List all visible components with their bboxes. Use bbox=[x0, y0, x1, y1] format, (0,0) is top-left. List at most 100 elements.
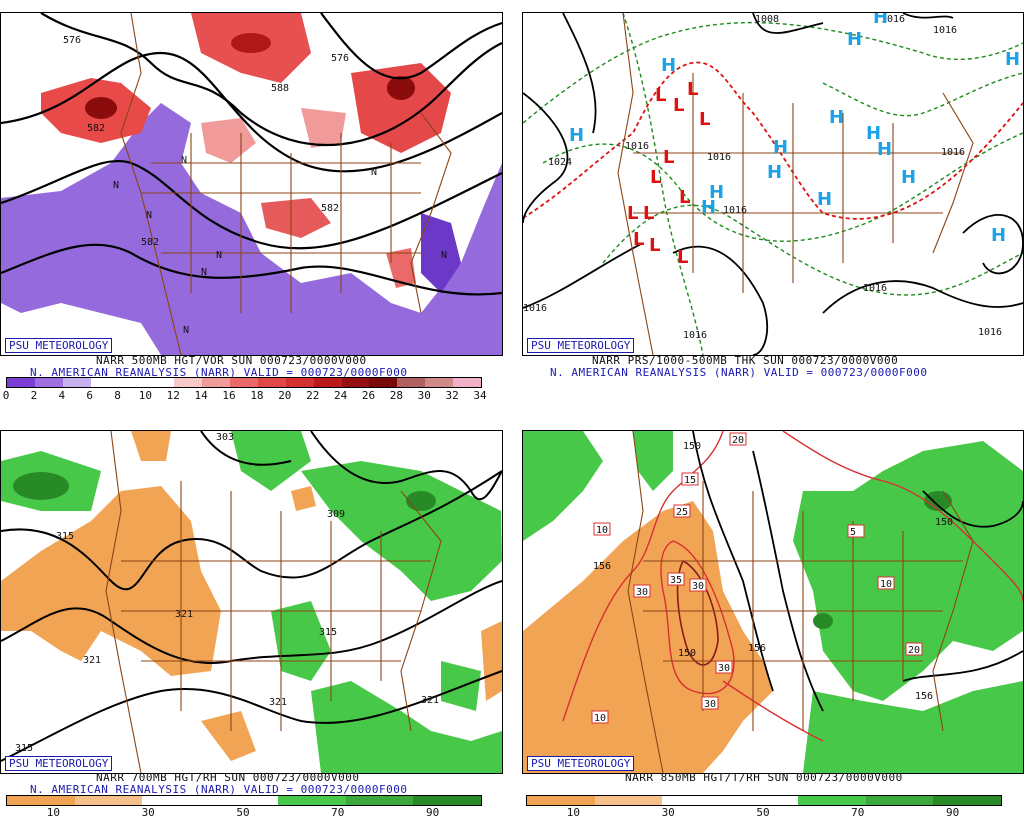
svg-text:30: 30 bbox=[718, 663, 730, 674]
isobar-label: 1016 bbox=[933, 25, 957, 36]
colorbar-swatch bbox=[527, 796, 595, 805]
temperature-label: 10 bbox=[591, 710, 609, 724]
low-pressure-symbol: L bbox=[673, 95, 684, 116]
high-pressure-symbol: H bbox=[661, 55, 676, 76]
contour-label: 321 bbox=[269, 697, 287, 708]
isobar-label: 1016 bbox=[941, 147, 965, 158]
vorticity-max bbox=[85, 97, 117, 119]
colorbar-ticks: 10 30 50 70 90 bbox=[6, 806, 480, 819]
colorbar-tick-label: 32 bbox=[445, 389, 459, 402]
colorbar-swatch bbox=[277, 796, 346, 805]
colorbar-swatch bbox=[7, 796, 75, 805]
psu-meteorology-label: PSU METEOROLOGY bbox=[527, 756, 635, 771]
political-borders bbox=[617, 13, 974, 355]
caption-line1: NARR 500MB HGT/VOR SUN 000723/0000V000 bbox=[96, 354, 367, 367]
height-label: 150 bbox=[683, 441, 701, 452]
vorticity-positive-area bbox=[351, 63, 451, 153]
colorbar-swatch bbox=[453, 378, 481, 387]
temperature-label: 25 bbox=[673, 504, 691, 518]
temperature-label: 10 bbox=[593, 522, 611, 536]
isobar-label: 1016 bbox=[625, 141, 649, 152]
rh-high bbox=[924, 491, 952, 511]
rh-moist-area bbox=[803, 681, 1023, 773]
temperature-label: 30 bbox=[633, 584, 651, 598]
high-pressure-symbol: H bbox=[1005, 49, 1020, 70]
rh-moist-area bbox=[633, 431, 673, 491]
svg-text:35: 35 bbox=[670, 575, 682, 586]
vorticity-positive-area bbox=[301, 108, 346, 148]
caption-line2: N. AMERICAN REANALYSIS (NARR) VALID = 00… bbox=[550, 366, 928, 379]
temperature-label: 30 bbox=[689, 578, 707, 592]
colorbar-swatch bbox=[210, 796, 278, 805]
colorbar-tick-label: 6 bbox=[86, 389, 93, 402]
colorbar-swatch bbox=[202, 378, 230, 387]
map-pressure: 1008 1016 1016 1024 1016 1016 1016 1016 … bbox=[522, 12, 1024, 356]
colorbar-tick-label: 24 bbox=[333, 389, 348, 402]
colorbar-swatch bbox=[174, 378, 203, 387]
colorbar-swatch bbox=[7, 378, 35, 387]
psu-meteorology-label: PSU METEOROLOGY bbox=[5, 756, 113, 771]
temperature-label: 30 bbox=[715, 660, 733, 674]
height-contours bbox=[1, 431, 502, 762]
thickness-540 bbox=[523, 61, 1023, 220]
rh-moist-area bbox=[311, 681, 502, 773]
colorbar-swatch bbox=[62, 378, 91, 387]
isobar-label: 1016 bbox=[881, 14, 905, 25]
isobar-label: 1016 bbox=[863, 283, 887, 294]
colorbar-swatch bbox=[285, 378, 314, 387]
colorbar-tick-label: 14 bbox=[194, 389, 208, 402]
height-contours bbox=[1, 13, 502, 296]
svg-text:25: 25 bbox=[676, 507, 688, 518]
contour-label: 588 bbox=[271, 83, 289, 94]
contour-label: 309 bbox=[327, 509, 345, 520]
map-850mb-canvas: 10 20 15 25 10 35 30 30 30 30 5 10 20 150 156 150 15… bbox=[523, 431, 1023, 773]
svg-text:20: 20 bbox=[908, 645, 920, 656]
rh-moist-area bbox=[301, 461, 502, 601]
isobar-label: 1016 bbox=[707, 152, 731, 163]
low-pressure-symbol: L bbox=[679, 187, 690, 208]
svg-text:10: 10 bbox=[594, 713, 606, 724]
colorbar-swatch bbox=[397, 378, 426, 387]
svg-text:30: 30 bbox=[636, 587, 648, 598]
rh-dry-area bbox=[291, 486, 316, 511]
isobar-label: 1008 bbox=[755, 14, 779, 25]
isobar-label: 1016 bbox=[683, 330, 707, 341]
colorbar-swatch bbox=[90, 378, 119, 387]
vorticity-marker: N bbox=[441, 250, 447, 261]
svg-text:10: 10 bbox=[880, 579, 892, 590]
map-pressure-canvas: 1008 1016 1016 1024 1016 1016 1016 1016 … bbox=[523, 13, 1023, 355]
svg-text:30: 30 bbox=[692, 581, 704, 592]
rh-high bbox=[13, 472, 69, 500]
high-pressure-symbol: H bbox=[767, 162, 782, 183]
temperature-label: 20 bbox=[905, 642, 923, 656]
height-label: 150 bbox=[935, 517, 953, 528]
vorticity-marker: N bbox=[183, 325, 189, 336]
colorbar-swatch bbox=[413, 796, 482, 805]
isobars bbox=[523, 13, 1023, 355]
high-pressure-symbol: H bbox=[709, 182, 724, 203]
colorbar-swatch bbox=[594, 796, 663, 805]
rh-moist-area bbox=[271, 601, 331, 681]
vorticity-marker: N bbox=[201, 267, 207, 278]
political-borders bbox=[627, 431, 974, 773]
rh-moist-area bbox=[523, 431, 603, 541]
colorbar-swatch bbox=[74, 796, 143, 805]
rh-dry-area bbox=[131, 431, 171, 461]
map-850mb: 10 20 15 25 10 35 30 30 30 30 5 10 20 150 156 150 15… bbox=[522, 430, 1024, 774]
vorticity-marker: N bbox=[371, 167, 377, 178]
contour-label: 576 bbox=[63, 35, 81, 46]
psu-meteorology-label: PSU METEOROLOGY bbox=[527, 338, 635, 353]
caption-line2: N. AMERICAN REANALYSIS (NARR) VALID = 00… bbox=[30, 783, 408, 796]
temperature-label: 10 bbox=[877, 576, 895, 590]
colorbar-swatch bbox=[425, 378, 453, 387]
temperature-label: 15 bbox=[681, 472, 699, 486]
contour-label: 315 bbox=[319, 627, 337, 638]
colorbar-swatch bbox=[662, 796, 731, 805]
colorbar-tick-label: 10 bbox=[138, 389, 153, 402]
political-borders bbox=[120, 13, 452, 355]
vorticity-max bbox=[231, 33, 271, 53]
contour-label: 582 bbox=[87, 123, 105, 134]
contour-label: 315 bbox=[56, 531, 74, 542]
temperature-label: 5 bbox=[847, 524, 865, 538]
vorticity-negative-area bbox=[421, 213, 461, 293]
